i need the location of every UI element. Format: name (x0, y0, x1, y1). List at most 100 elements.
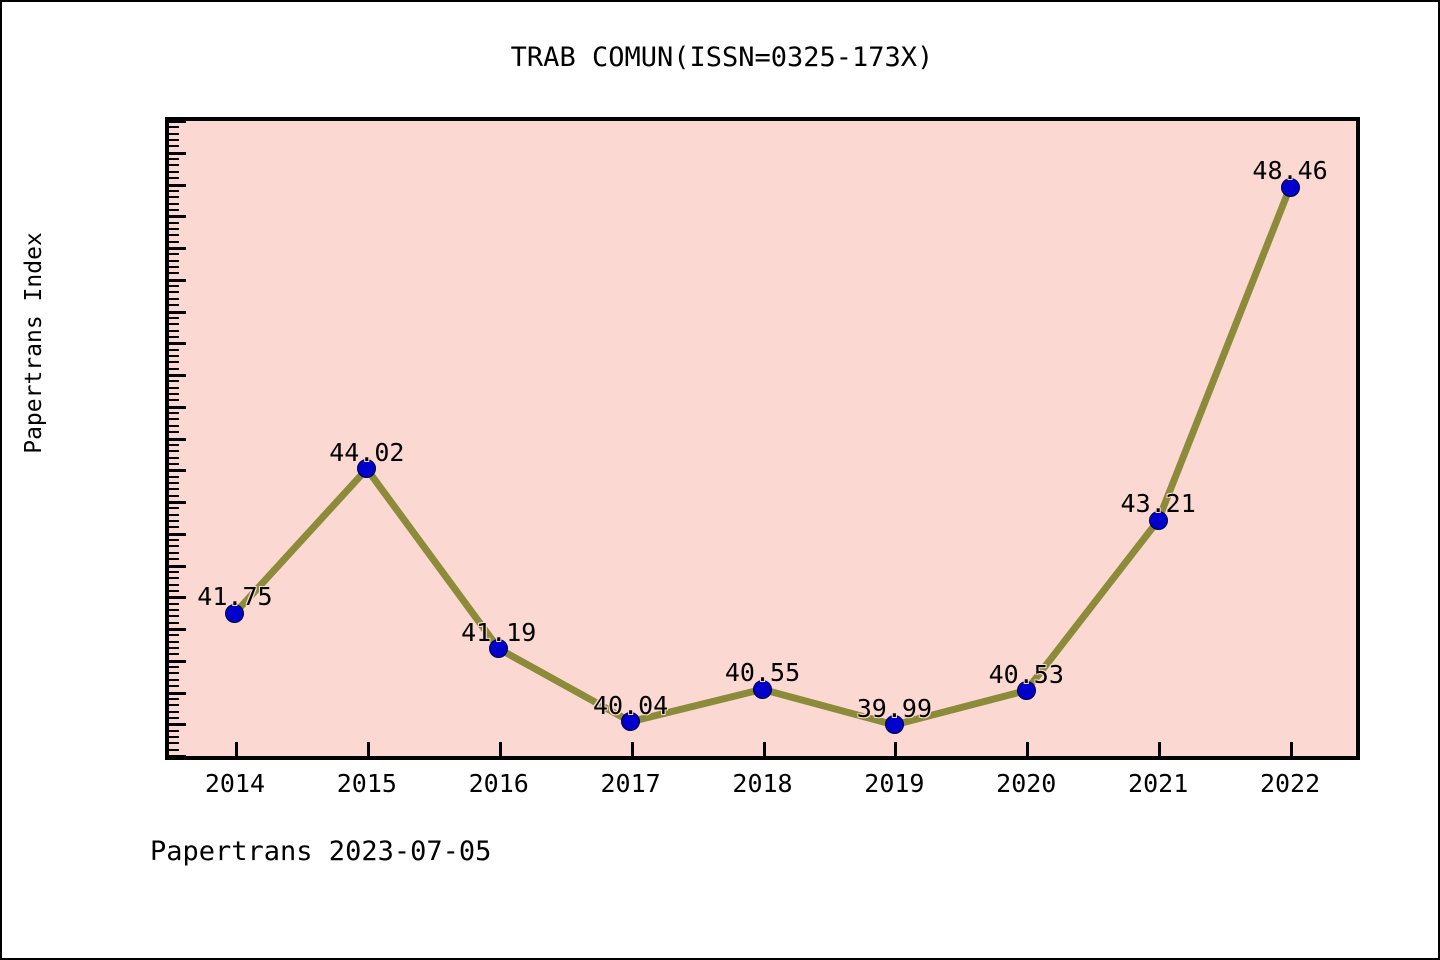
y-tick-minor (169, 297, 179, 300)
y-tick-major (169, 405, 186, 409)
y-tick-major (169, 628, 186, 631)
y-tick-major (169, 183, 186, 187)
y-tick-minor (169, 704, 179, 707)
y-tick-minor (169, 666, 179, 669)
y-tick-minor (169, 450, 179, 453)
y-tick-minor (169, 640, 179, 643)
y-tick-major (169, 659, 186, 663)
y-tick-minor (169, 304, 179, 307)
data-point-marker[interactable] (489, 639, 509, 659)
y-tick-minor (169, 520, 179, 523)
y-tick-minor (169, 431, 179, 434)
y-tick-minor (169, 558, 179, 561)
y-tick-minor (169, 653, 179, 656)
y-tick-major (169, 437, 186, 441)
y-tick-major (169, 532, 186, 536)
x-tick-major (1158, 742, 1162, 756)
y-tick-major (169, 723, 186, 727)
y-tick-minor (169, 291, 179, 294)
y-tick-minor (169, 380, 179, 383)
data-point-marker[interactable] (357, 459, 377, 479)
y-tick-minor (169, 583, 179, 586)
y-tick-minor (169, 545, 179, 548)
x-tick-label: 2017 (600, 769, 661, 798)
data-point-marker[interactable] (1148, 510, 1168, 530)
data-point-label: 39.99 (856, 693, 933, 723)
y-tick-minor (169, 323, 179, 326)
x-tick-major (894, 742, 898, 756)
y-tick-minor (169, 621, 179, 624)
y-tick-minor (169, 462, 179, 465)
y-tick-minor (169, 551, 179, 554)
y-tick-minor (169, 393, 179, 396)
y-tick-minor (169, 361, 179, 364)
y-tick-minor (169, 748, 179, 751)
y-tick-minor (169, 729, 179, 732)
x-tick-major (366, 742, 370, 756)
y-tick-minor (169, 139, 179, 142)
data-point-label: 40.53 (988, 659, 1064, 689)
x-tick-major (762, 742, 766, 756)
y-tick-major (169, 247, 186, 250)
y-tick-minor (169, 418, 179, 421)
data-point-label: 43.21 (1120, 489, 1196, 519)
data-point-marker[interactable] (1016, 681, 1036, 701)
y-tick-minor (169, 513, 179, 516)
data-point-marker[interactable] (225, 603, 245, 623)
y-tick-minor (169, 170, 179, 173)
y-tick-minor (169, 539, 179, 542)
y-tick-minor (169, 602, 179, 605)
x-tick-label: 2014 (204, 769, 266, 798)
x-tick-label: 2015 (336, 769, 397, 798)
y-tick-minor (169, 335, 179, 338)
y-tick-major (169, 755, 186, 758)
y-tick-minor (169, 240, 179, 243)
y-tick-minor (169, 367, 179, 370)
data-point-marker[interactable] (753, 679, 772, 699)
x-tick-major (1026, 742, 1030, 756)
y-tick-minor (169, 475, 179, 478)
y-tick-minor (169, 615, 179, 618)
x-tick-label: 2019 (864, 769, 925, 798)
y-tick-major (169, 596, 186, 600)
footer-note: Papertrans 2023-07-05 (150, 836, 492, 867)
y-tick-minor (169, 589, 179, 592)
data-point-label: 41.75 (197, 582, 273, 612)
y-tick-minor (169, 221, 179, 224)
y-tick-minor (169, 253, 179, 256)
data-point-label: 40.04 (592, 690, 669, 720)
y-tick-minor (169, 208, 179, 211)
y-tick-minor (169, 507, 179, 510)
y-tick-minor (169, 678, 179, 681)
x-tick-major (1290, 742, 1294, 756)
y-tick-minor (169, 259, 179, 262)
y-tick-minor (169, 386, 179, 389)
x-tick-label: 2022 (1259, 769, 1321, 798)
plot-area: 39.540.040.541.041.542.042.543.043.544.0… (165, 117, 1360, 798)
x-tick-major (630, 742, 634, 756)
y-tick-minor (169, 196, 179, 199)
y-tick-minor (169, 164, 179, 167)
x-tick-label: 2016 (468, 769, 529, 798)
y-tick-minor (169, 424, 179, 427)
y-tick-minor (169, 145, 179, 148)
data-point-label: 40.55 (724, 658, 801, 688)
data-point-marker[interactable] (1280, 177, 1300, 197)
y-tick-major (169, 215, 186, 219)
y-tick-minor (169, 266, 179, 269)
y-tick-major (169, 691, 186, 695)
y-tick-major (169, 564, 186, 568)
data-point-marker[interactable] (884, 715, 904, 735)
y-tick-major (169, 374, 186, 377)
y-tick-minor (169, 647, 179, 650)
data-point-marker[interactable] (621, 712, 641, 732)
data-point-label: 44.02 (329, 437, 405, 467)
y-tick-minor (169, 329, 179, 332)
y-tick-minor (169, 285, 179, 288)
data-point-label: 48.46 (1252, 156, 1328, 186)
y-tick-minor (169, 456, 179, 459)
y-tick-minor (169, 685, 179, 688)
y-tick-minor (169, 227, 179, 230)
y-tick-major (169, 469, 186, 473)
